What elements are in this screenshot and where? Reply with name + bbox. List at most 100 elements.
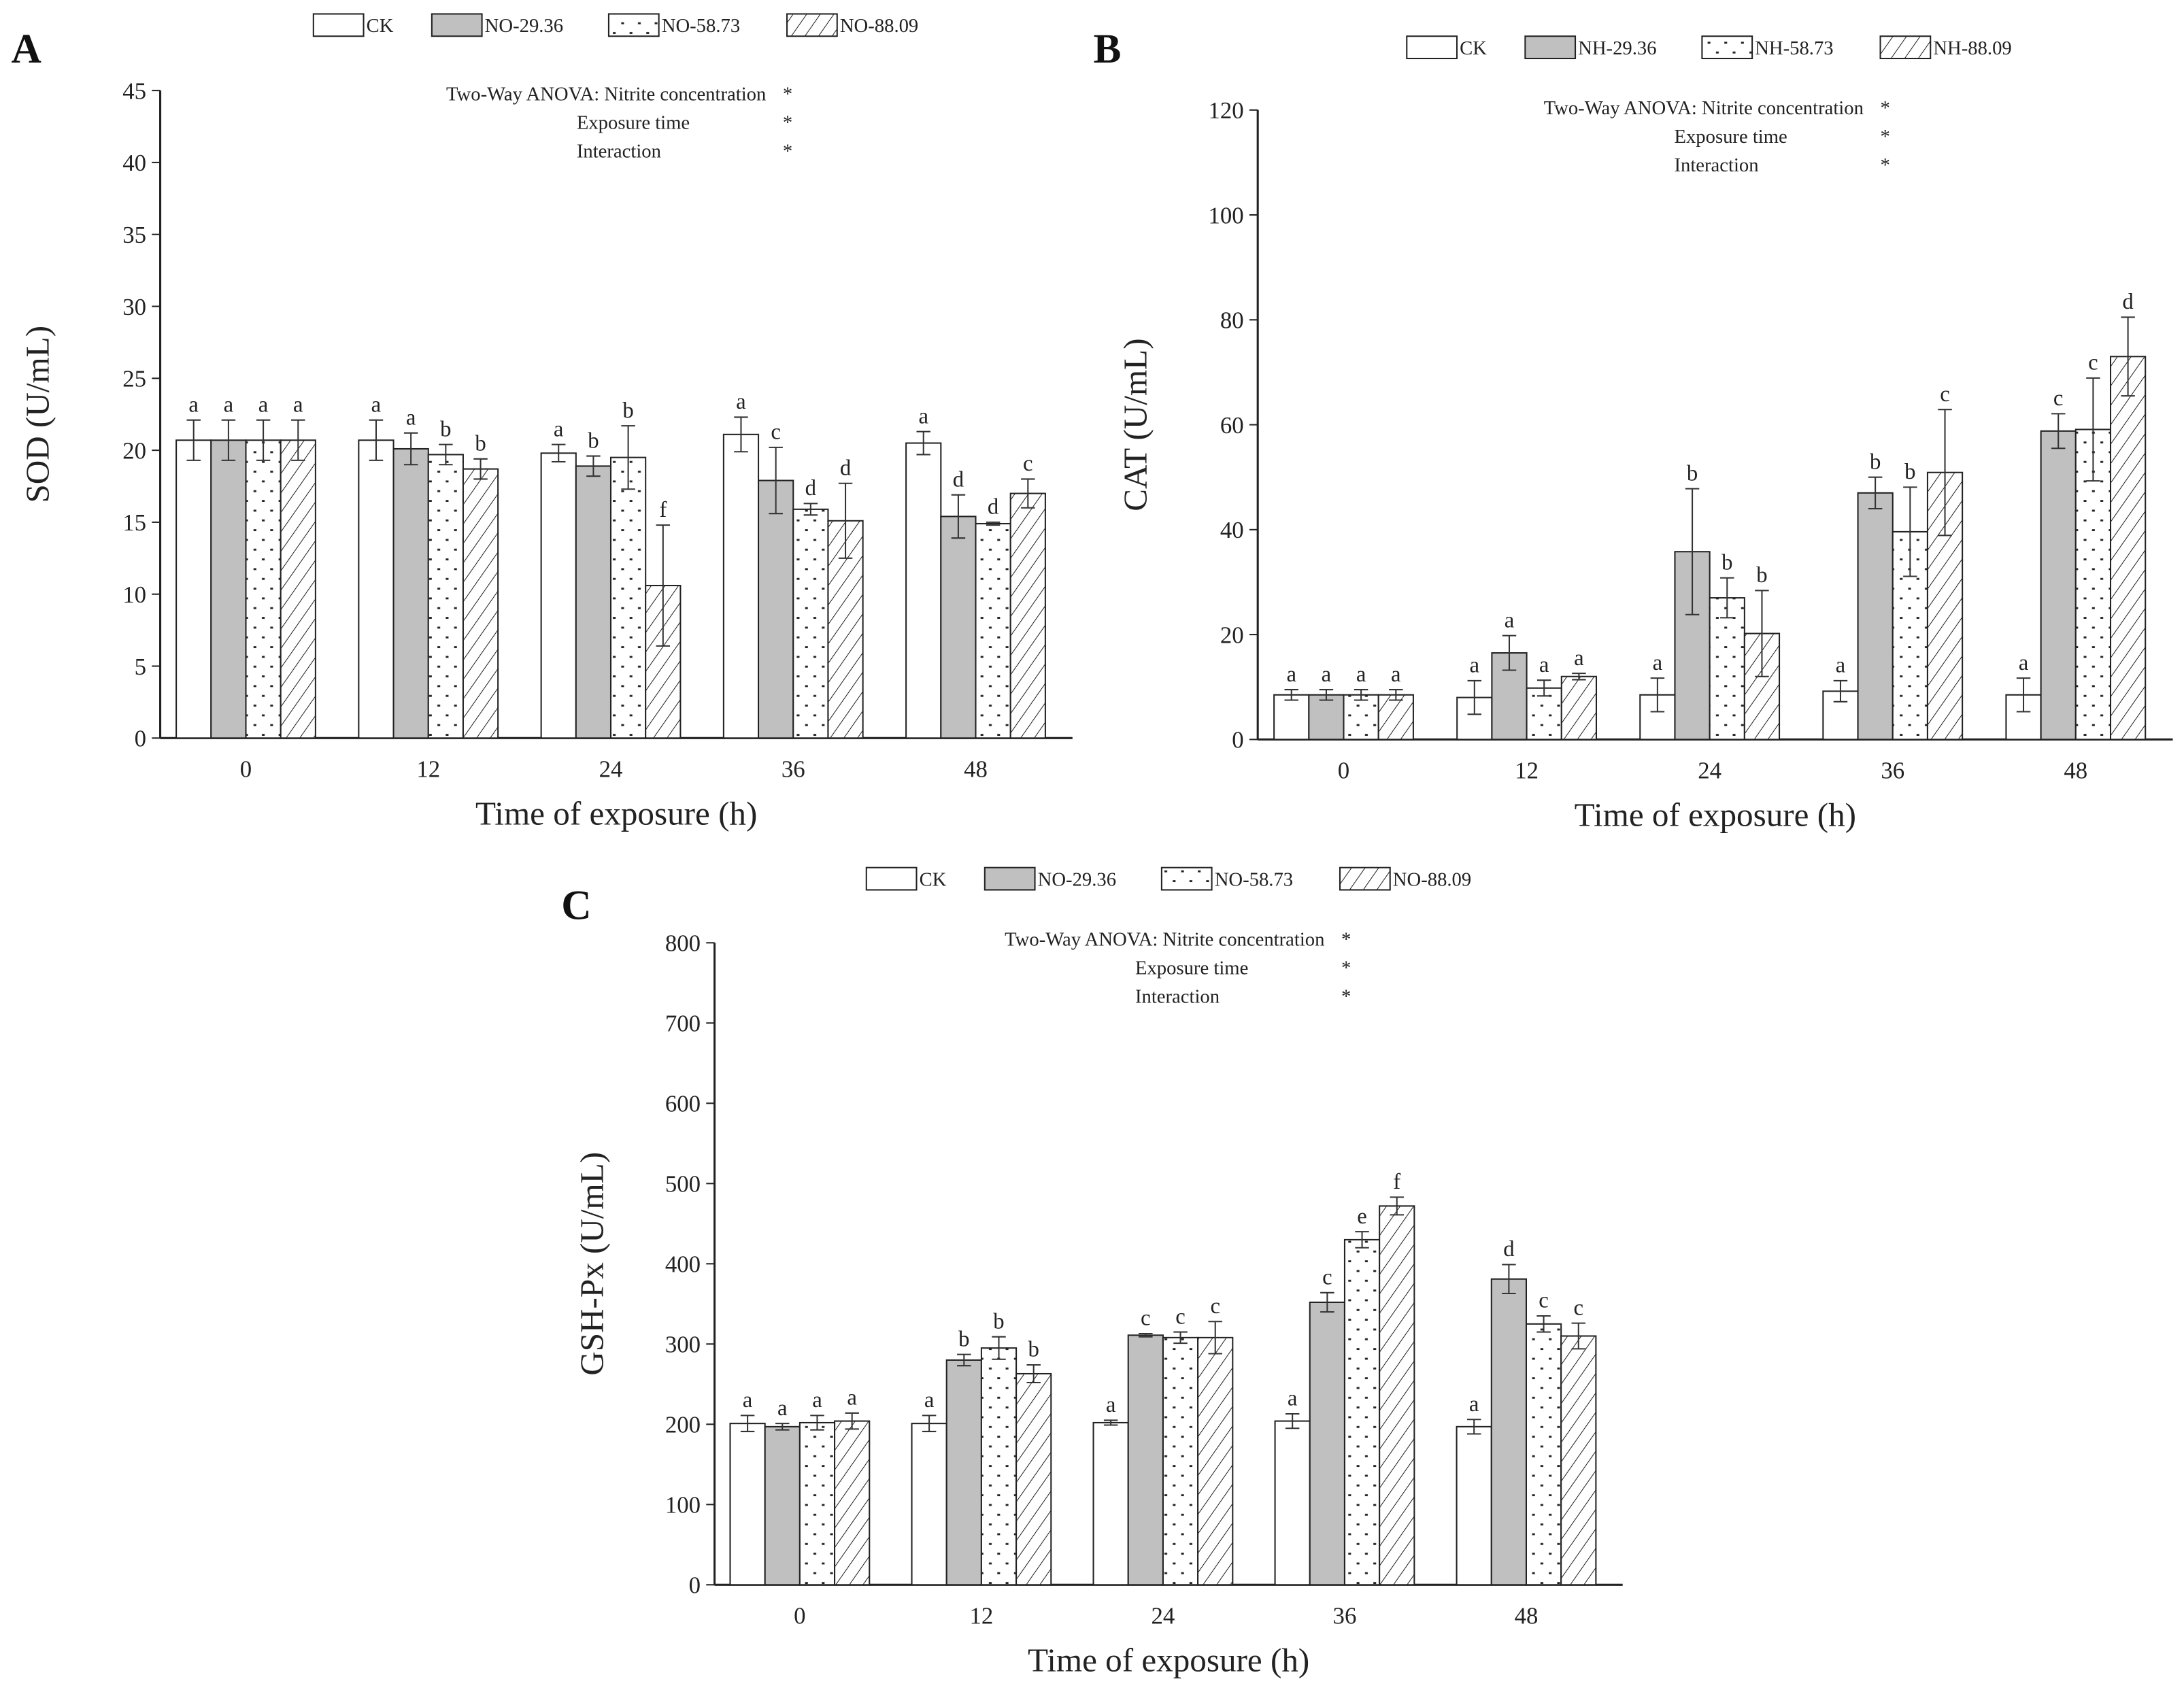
significance-letter: a [1469, 1392, 1479, 1417]
legend-swatch-0 [312, 13, 365, 37]
bar-no-58.73-48h [1525, 1323, 1562, 1586]
y-tick-label: 35 [122, 222, 146, 248]
x-tick-label: 12 [416, 756, 440, 783]
bar-no-29.36-36h [1309, 1301, 1345, 1586]
bar-no-58.73-36h [1343, 1238, 1381, 1586]
significance-letter: c [1141, 1306, 1151, 1331]
x-tick-label: 12 [970, 1603, 994, 1629]
bar-nh-88.09-48h [2109, 356, 2147, 741]
legend-swatch-1 [1524, 35, 1577, 60]
significance-letter: a [743, 1388, 753, 1412]
significance-letter: f [1393, 1170, 1400, 1194]
significance-letter: a [1391, 662, 1401, 687]
bar-ck-48h [1456, 1425, 1492, 1586]
bar-ck-48h [905, 442, 942, 739]
legend-swatch-3 [1339, 866, 1391, 891]
significance-letter: f [659, 498, 667, 522]
panel-b-cat-chart: B CK NH-29.36 NH-58.73 NH-88.09 Two-Way ANOVA… [1094, 26, 2173, 833]
significance-letter: a [371, 392, 382, 417]
significance-letter: c [771, 420, 781, 445]
bar-ck-36h [722, 433, 760, 739]
legend-swatch-2 [1160, 866, 1213, 891]
y-tick-label: 20 [1220, 622, 1244, 648]
legend-label-0: CK [367, 15, 394, 37]
significance-letter: d [805, 476, 816, 501]
bar-no-58.73-36h [792, 508, 829, 739]
x-tick-label: 24 [1152, 1603, 1175, 1629]
bar-ck-24h [1092, 1421, 1129, 1586]
significance-letter: b [1687, 461, 1698, 486]
significance-letter: b [622, 399, 633, 423]
x-tick-label: 0 [240, 756, 252, 783]
legend-swatch-3 [1879, 35, 1932, 60]
significance-letter: a [554, 417, 564, 441]
anova-title: Two-Way ANOVA: Nitrite concentration [446, 83, 766, 105]
bar-nh-29.36-12h [1491, 652, 1528, 741]
y-tick-label: 300 [665, 1332, 701, 1358]
bar-no-88.09-12h [462, 468, 499, 739]
significance-letter: c [2088, 351, 2098, 375]
significance-letter: a [1505, 608, 1515, 632]
significance-letter: e [1357, 1204, 1367, 1229]
anova-row-label: Interaction [1674, 154, 1758, 176]
bar-no-58.73-12h [427, 454, 464, 739]
significance-letter: d [1503, 1237, 1514, 1262]
significance-letter: a [918, 404, 928, 428]
bar-no-29.36-24h [575, 465, 612, 739]
significance-letter: b [958, 1327, 969, 1351]
legend-label-2: NO-58.73 [1215, 868, 1293, 890]
significance-letter: c [1210, 1294, 1220, 1319]
y-tick-label: 120 [1209, 97, 1244, 124]
significance-letter: a [1106, 1393, 1116, 1417]
y-tick-label: 700 [665, 1011, 701, 1037]
significance-letter: b [993, 1309, 1004, 1334]
significance-letter: a [1653, 651, 1663, 675]
bar-no-88.09-36h [1379, 1205, 1415, 1586]
anova-row-label: Interaction [1135, 985, 1220, 1007]
anova-title: Two-Way ANOVA: Nitrite concentration [1544, 97, 1864, 119]
bar-ck-0h [729, 1423, 766, 1586]
significance-letter: d [840, 456, 851, 480]
significance-letter: a [1836, 654, 1846, 678]
anova-row-mark: * [783, 83, 792, 105]
y-tick-label: 800 [665, 930, 701, 957]
anova-row-label: Exposure time [1674, 126, 1787, 148]
significance-letter: b [588, 428, 599, 453]
legend-swatch-0 [865, 866, 918, 891]
y-tick-label: 30 [122, 294, 146, 320]
bar-no-29.36-36h [758, 479, 794, 739]
y-tick-label: 10 [122, 581, 146, 608]
significance-letter: a [1574, 646, 1584, 671]
x-tick-label: 48 [1515, 1603, 1539, 1629]
significance-letter: a [258, 392, 269, 417]
y-tick-label: 80 [1220, 307, 1244, 334]
bar-ck-0h [1273, 694, 1310, 741]
bar-no-88.09-0h [280, 439, 316, 739]
x-tick-label: 0 [1338, 758, 1349, 784]
anova-row-label: Exposure time [577, 112, 690, 133]
legend-swatch-1 [984, 866, 1036, 891]
y-tick-label: 5 [135, 654, 146, 680]
y-tick-label: 0 [1232, 727, 1243, 754]
significance-letter: c [1175, 1304, 1186, 1329]
x-tick-label: 36 [782, 756, 805, 783]
significance-letter: a [406, 405, 416, 430]
y-tick-label: 60 [1220, 412, 1244, 439]
significance-letter: a [1539, 653, 1549, 677]
anova-row-label: Interaction [577, 140, 661, 162]
legend-swatch-0 [1406, 35, 1458, 60]
panel-label: A [11, 26, 41, 72]
bar-no-58.73-0h [799, 1421, 836, 1586]
significance-letter: b [1904, 460, 1915, 484]
significance-letter: a [1288, 1387, 1298, 1411]
y-tick-label: 40 [1220, 517, 1244, 543]
bar-ck-12h [358, 439, 394, 739]
legend-label-1: NO-29.36 [1038, 868, 1116, 890]
x-axis-label: Time of exposure (h) [1575, 796, 1856, 833]
anova-row-label: Exposure time [1135, 957, 1248, 979]
legend-swatch-2 [607, 13, 660, 37]
significance-letter: a [777, 1396, 788, 1421]
legend-label-2: NH-58.73 [1755, 37, 1833, 59]
bar-no-88.09-12h [1015, 1372, 1052, 1586]
